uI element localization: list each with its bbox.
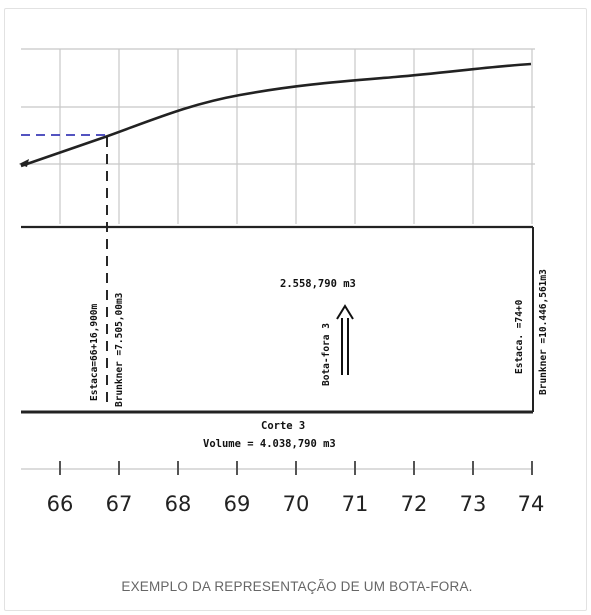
profile-grid bbox=[21, 48, 535, 224]
corte-label: Corte 3 bbox=[261, 420, 305, 432]
brunkner-end-label: Brunkner =10.446,561m3 bbox=[538, 269, 549, 395]
figure-caption: EXEMPLO DA REPRESENTAÇÃO DE UM BOTA-FORA… bbox=[121, 579, 472, 594]
tick-label: 74 bbox=[518, 492, 545, 516]
corte-volume: Volume = 4.038,790 m3 bbox=[203, 438, 336, 450]
bota-fora-diagram: Estaca=66+16,900m Brunkner =7.505,00m3 2… bbox=[19, 48, 549, 594]
bota-fora-label: Bota-fora 3 bbox=[321, 323, 332, 386]
station-marker-label: Estaca=66+16,900m bbox=[89, 303, 100, 401]
tick-label: 70 bbox=[283, 492, 310, 516]
bota-fora-arrow bbox=[336, 304, 354, 375]
brunkner-marker-label: Brunkner =7.505,00m3 bbox=[114, 292, 125, 407]
tick-label: 69 bbox=[224, 492, 251, 516]
bota-fora-volume: 2.558,790 m3 bbox=[280, 278, 356, 290]
tick-label: 68 bbox=[165, 492, 192, 516]
axis-ticks bbox=[59, 461, 533, 475]
tick-label: 72 bbox=[401, 492, 428, 516]
tick-label: 66 bbox=[47, 492, 74, 516]
tick-label: 73 bbox=[460, 492, 487, 516]
station-end-label: Estaca. =74+0 bbox=[514, 299, 525, 374]
figure-card: Estaca=66+16,900m Brunkner =7.505,00m3 2… bbox=[4, 8, 587, 611]
brunkner-curve bbox=[20, 62, 532, 168]
curve-start-arrow bbox=[19, 159, 29, 167]
tick-label: 67 bbox=[106, 492, 133, 516]
tick-label: 71 bbox=[342, 492, 369, 516]
